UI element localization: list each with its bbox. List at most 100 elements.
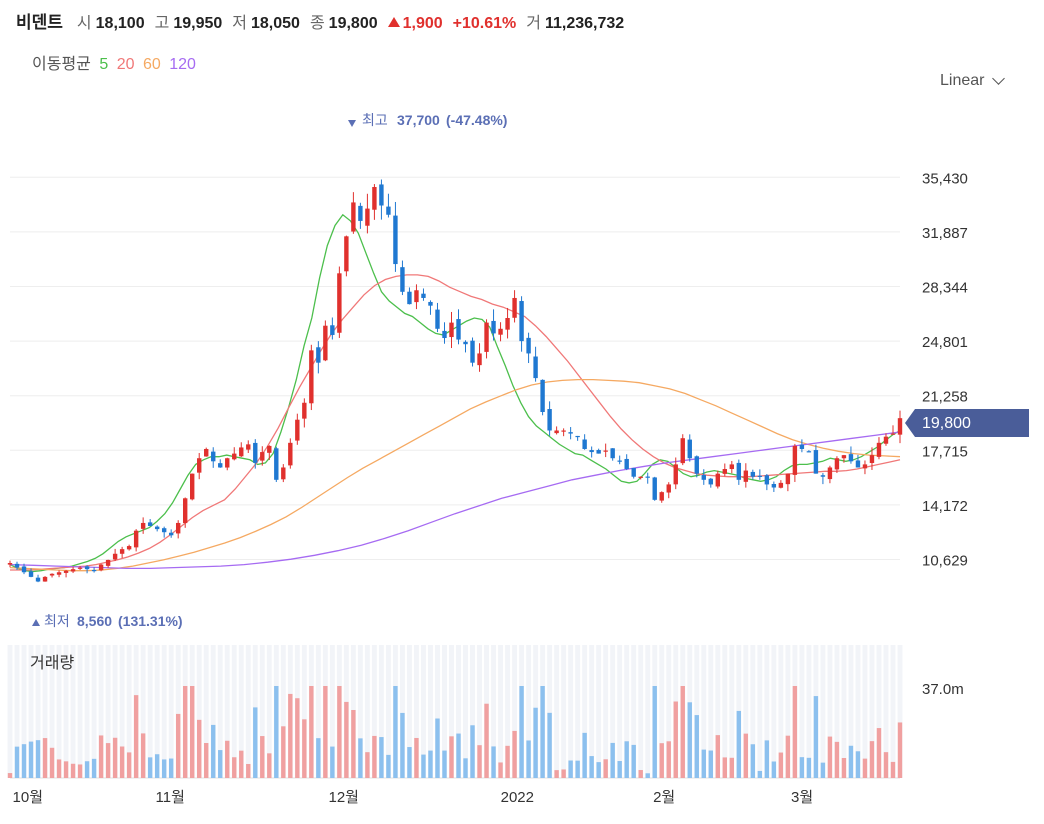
volume-bar — [869, 741, 875, 778]
volume-bg-stripe — [841, 645, 847, 778]
volume-bg-stripe — [435, 645, 440, 778]
volume-bar — [63, 761, 69, 778]
volume-bar — [77, 764, 83, 778]
candle-body — [596, 450, 601, 454]
candle-body — [841, 455, 847, 459]
y-tick-label: 21,258 — [922, 389, 968, 406]
candle-body — [274, 448, 279, 480]
volume-bg-stripe — [14, 645, 20, 778]
volume-bar — [232, 757, 237, 778]
volume-bg-stripe — [575, 645, 581, 778]
candle-body — [7, 563, 13, 565]
candlesticks — [7, 179, 903, 583]
volume-bar — [393, 686, 398, 778]
low-annotation-value: 8,560 — [77, 613, 112, 629]
high-label: 고 — [154, 15, 170, 32]
volume-bar — [295, 698, 300, 778]
candle-body — [533, 356, 538, 379]
volume-bar — [561, 769, 566, 778]
volume-bar — [154, 754, 160, 778]
volume-bar — [407, 747, 412, 778]
candle-body — [750, 471, 756, 477]
ma-legend[interactable]: 이동평균 5 20 60 120 — [32, 50, 200, 74]
y-tick-label: 17,715 — [922, 443, 968, 460]
volume-bar — [477, 745, 482, 778]
candle-body — [218, 463, 223, 468]
y-tick-label: 14,172 — [922, 498, 968, 515]
volume-bar — [281, 726, 286, 778]
volume-bar — [589, 756, 594, 778]
volume-bar — [288, 693, 293, 778]
ma-line-5 — [9, 213, 901, 573]
candle-body — [757, 475, 763, 477]
volume-bar — [841, 758, 847, 778]
candle-body — [526, 337, 531, 354]
volume-bg-stripe — [456, 645, 461, 778]
current-price-badge-bg — [905, 409, 1029, 437]
candle-body — [77, 567, 83, 569]
volume-bar — [505, 745, 510, 778]
volume-bar — [568, 760, 573, 778]
candle-body — [63, 570, 69, 573]
candle-body — [792, 445, 798, 475]
candle-body — [442, 330, 447, 339]
change-value: 1,900 — [402, 15, 443, 32]
volume-bar — [351, 710, 356, 778]
volume-bar — [806, 757, 812, 778]
candle-body — [785, 473, 791, 485]
candle-body — [91, 569, 97, 572]
volume-bar — [316, 738, 321, 778]
high-annotation: 최고 37,700 (-47.48%) — [348, 112, 507, 128]
candle-body — [330, 325, 335, 335]
candle-body — [575, 435, 580, 438]
candle-body — [631, 467, 636, 477]
volume-bg-stripe — [421, 645, 426, 778]
candle-body — [715, 473, 720, 487]
volume-bar — [848, 745, 854, 778]
volume-bar — [631, 744, 636, 778]
volume-bg-stripe — [897, 645, 903, 778]
volume-bars — [7, 686, 903, 778]
candle-body — [890, 433, 896, 435]
volume-bar — [168, 758, 174, 778]
scale-select[interactable]: Linear — [940, 72, 1006, 90]
candle-body — [393, 215, 398, 265]
volume-bg-stripe — [855, 645, 861, 778]
volume-bar — [140, 733, 146, 778]
volume-bar — [309, 686, 314, 778]
volume-bg-stripe — [266, 645, 272, 778]
volume-bar — [708, 750, 713, 778]
x-axis: 10월 11월 12월 2022 2월 3월 — [13, 789, 814, 806]
volume-bg-stripe — [771, 645, 777, 778]
volume-bar — [778, 752, 784, 778]
volume-bg-stripe — [371, 645, 377, 778]
volume-bg-stripe — [315, 645, 321, 778]
volume-bg-stripe — [428, 645, 433, 778]
volume-bg-stripe — [442, 645, 447, 778]
volume-bg-stripe — [49, 645, 55, 778]
volume-bg-stripe — [259, 645, 265, 778]
ma-line-120 — [9, 431, 901, 570]
volume-bar — [715, 735, 720, 778]
volume-bg-stripe — [449, 645, 454, 778]
candle-body — [547, 409, 552, 431]
candle-body — [421, 293, 426, 298]
y-tick-label: 28,344 — [922, 280, 968, 297]
open-label: 시 — [76, 15, 92, 32]
volume-bar — [197, 719, 202, 778]
close-label: 종 — [309, 15, 325, 32]
volume-value: 11,236,732 — [545, 15, 625, 32]
volume-bg-stripe — [329, 645, 335, 778]
volume-bar — [449, 736, 454, 778]
volume-bar — [35, 740, 41, 778]
volume-bg-stripe — [722, 645, 728, 778]
volume-bg-stripe — [147, 645, 153, 778]
volume-bar — [400, 712, 405, 778]
volume-bg-stripe — [28, 645, 34, 778]
volume-bg-stripe — [77, 645, 83, 778]
volume-bar — [722, 757, 728, 778]
volume-bg-stripe — [610, 645, 616, 778]
volume-bar — [554, 770, 559, 778]
volume-bg-stripe — [196, 645, 202, 778]
